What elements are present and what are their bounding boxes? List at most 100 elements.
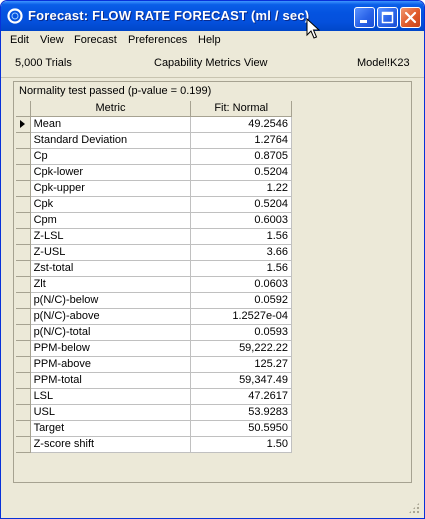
- row-selector[interactable]: [16, 372, 31, 389]
- metric-name[interactable]: PPM-below: [30, 340, 192, 357]
- metric-name[interactable]: p(N/C)-below: [30, 292, 192, 309]
- row-selector[interactable]: [16, 356, 31, 373]
- metric-name[interactable]: Zst-total: [30, 260, 192, 277]
- metric-name[interactable]: Z-score shift: [30, 436, 192, 453]
- menu-help[interactable]: Help: [198, 34, 221, 46]
- corner-cell[interactable]: [16, 101, 31, 117]
- row-selector[interactable]: [16, 436, 31, 453]
- row-selector[interactable]: [16, 388, 31, 405]
- metric-value[interactable]: 125.27: [190, 356, 292, 373]
- metric-name[interactable]: PPM-total: [30, 372, 192, 389]
- row-selector[interactable]: [16, 292, 31, 309]
- table-row[interactable]: Zst-total 1.56: [16, 260, 292, 277]
- metric-value[interactable]: 50.5950: [190, 420, 292, 437]
- table-row[interactable]: Cpk-upper 1.22: [16, 180, 292, 197]
- table-row[interactable]: PPM-total 59,347.49: [16, 372, 292, 389]
- metric-value[interactable]: 3.66: [190, 244, 292, 261]
- metric-value[interactable]: 0.5204: [190, 164, 292, 181]
- metric-name[interactable]: p(N/C)-above: [30, 308, 192, 325]
- title-bar[interactable]: Forecast: FLOW RATE FORECAST (ml / sec): [1, 1, 424, 31]
- table-row[interactable]: LSL 47.2617: [16, 388, 292, 405]
- metric-name[interactable]: Cp: [30, 148, 192, 165]
- table-row[interactable]: Z-LSL 1.56: [16, 228, 292, 245]
- menu-bar: Edit View Forecast Preferences Help: [1, 31, 424, 49]
- metric-value[interactable]: 1.2527e-04: [190, 308, 292, 325]
- row-selector[interactable]: [16, 164, 31, 181]
- table-row[interactable]: Cpm 0.6003: [16, 212, 292, 229]
- metric-name[interactable]: PPM-above: [30, 356, 192, 373]
- table-row[interactable]: Z-USL 3.66: [16, 244, 292, 261]
- metric-name[interactable]: Z-USL: [30, 244, 192, 261]
- minimize-button[interactable]: [354, 7, 375, 28]
- metric-name[interactable]: Z-LSL: [30, 228, 192, 245]
- row-selector[interactable]: [16, 212, 31, 229]
- table-row[interactable]: Cpk 0.5204: [16, 196, 292, 213]
- row-selector[interactable]: [16, 180, 31, 197]
- row-selector[interactable]: [16, 404, 31, 421]
- row-selector[interactable]: [16, 276, 31, 293]
- metric-value[interactable]: 0.0593: [190, 324, 292, 341]
- table-row[interactable]: Standard Deviation 1.2764: [16, 132, 292, 149]
- metric-value[interactable]: 59,222.22: [190, 340, 292, 357]
- row-selector[interactable]: [16, 116, 31, 133]
- metric-name[interactable]: Zlt: [30, 276, 192, 293]
- metric-value[interactable]: 0.0603: [190, 276, 292, 293]
- metric-value[interactable]: 1.2764: [190, 132, 292, 149]
- app-icon[interactable]: [7, 8, 23, 24]
- close-button[interactable]: [400, 7, 421, 28]
- maximize-button[interactable]: [377, 7, 398, 28]
- row-selector[interactable]: [16, 420, 31, 437]
- table-row[interactable]: p(N/C)-above 1.2527e-04: [16, 308, 292, 325]
- metric-name[interactable]: Cpm: [30, 212, 192, 229]
- column-header-metric[interactable]: Metric: [30, 101, 192, 117]
- metric-name[interactable]: USL: [30, 404, 192, 421]
- metric-value[interactable]: 0.5204: [190, 196, 292, 213]
- table-row[interactable]: Zlt 0.0603: [16, 276, 292, 293]
- metric-name[interactable]: Target: [30, 420, 192, 437]
- metric-value[interactable]: 0.8705: [190, 148, 292, 165]
- row-selector[interactable]: [16, 244, 31, 261]
- metric-name[interactable]: p(N/C)-total: [30, 324, 192, 341]
- metric-value[interactable]: 53.9283: [190, 404, 292, 421]
- table-row[interactable]: PPM-above 125.27: [16, 356, 292, 373]
- view-name: Capability Metrics View: [154, 57, 268, 69]
- table-row[interactable]: Cp 0.8705: [16, 148, 292, 165]
- row-selector[interactable]: [16, 260, 31, 277]
- metric-name[interactable]: Standard Deviation: [30, 132, 192, 149]
- metric-value[interactable]: 1.56: [190, 260, 292, 277]
- table-row[interactable]: Mean 49.2546: [16, 116, 292, 133]
- table-row[interactable]: USL 53.9283: [16, 404, 292, 421]
- metric-name[interactable]: LSL: [30, 388, 192, 405]
- metric-value[interactable]: 59,347.49: [190, 372, 292, 389]
- table-row[interactable]: Cpk-lower 0.5204: [16, 164, 292, 181]
- table-row[interactable]: p(N/C)-total 0.0593: [16, 324, 292, 341]
- row-selector[interactable]: [16, 132, 31, 149]
- row-selector[interactable]: [16, 308, 31, 325]
- metric-name[interactable]: Cpk-upper: [30, 180, 192, 197]
- row-selector[interactable]: [16, 228, 31, 245]
- table-row[interactable]: PPM-below 59,222.22: [16, 340, 292, 357]
- row-selector[interactable]: [16, 196, 31, 213]
- metric-value[interactable]: 1.22: [190, 180, 292, 197]
- metric-value[interactable]: 1.50: [190, 436, 292, 453]
- metric-value[interactable]: 0.0592: [190, 292, 292, 309]
- menu-edit[interactable]: Edit: [10, 34, 29, 46]
- column-header-fit-normal[interactable]: Fit: Normal: [190, 101, 292, 117]
- metric-name[interactable]: Mean: [30, 116, 192, 133]
- table-row[interactable]: p(N/C)-below 0.0592: [16, 292, 292, 309]
- metric-name[interactable]: Cpk-lower: [30, 164, 192, 181]
- metric-value[interactable]: 47.2617: [190, 388, 292, 405]
- table-row[interactable]: Target 50.5950: [16, 420, 292, 437]
- menu-preferences[interactable]: Preferences: [128, 34, 188, 46]
- menu-forecast[interactable]: Forecast: [74, 34, 117, 46]
- row-selector[interactable]: [16, 340, 31, 357]
- table-row[interactable]: Z-score shift 1.50: [16, 436, 292, 453]
- metric-value[interactable]: 49.2546: [190, 116, 292, 133]
- metric-value[interactable]: 1.56: [190, 228, 292, 245]
- metric-name[interactable]: Cpk: [30, 196, 192, 213]
- menu-view[interactable]: View: [40, 34, 64, 46]
- resize-grip-icon[interactable]: [408, 502, 420, 514]
- row-selector[interactable]: [16, 148, 31, 165]
- metric-value[interactable]: 0.6003: [190, 212, 292, 229]
- row-selector[interactable]: [16, 324, 31, 341]
